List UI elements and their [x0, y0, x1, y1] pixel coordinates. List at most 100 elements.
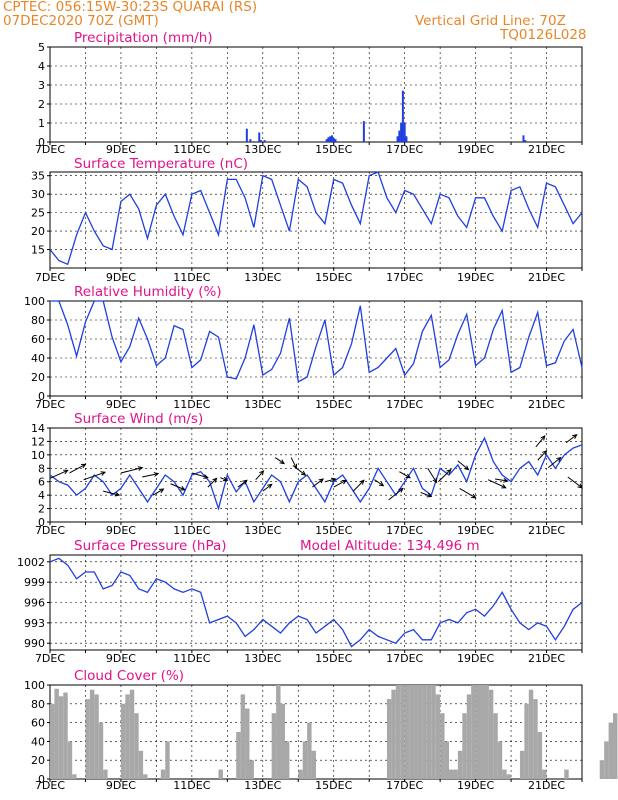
precipitation-bar [329, 136, 332, 142]
cloud-cover-bar [50, 703, 55, 779]
wind-arrow [262, 484, 272, 492]
cloud-cover-bar [386, 699, 392, 779]
wind-arrow-head [242, 479, 248, 485]
wind-arrow-head [542, 449, 548, 456]
cloud-cover-bar [471, 685, 476, 779]
wind-arrow-head [471, 493, 477, 499]
x-tick-label: 13DEC [244, 398, 281, 411]
wind-arrow-head [405, 473, 411, 479]
wind-arrow-head [158, 488, 165, 494]
wind-arrow [83, 471, 106, 481]
y-tick-label: 100 [24, 295, 45, 308]
x-tick-label: 17DEC [386, 143, 423, 156]
x-tick-label: 21DEC [528, 398, 565, 411]
x-tick-label: 7DEC [35, 524, 65, 537]
y-tick-label: 996 [24, 597, 45, 610]
plot-frame [49, 171, 583, 269]
x-tick-label: 9DEC [106, 143, 136, 156]
wind-arrow-head [137, 466, 144, 471]
cloud-cover-bar [307, 722, 312, 779]
x-tick-label: 19DEC [457, 524, 494, 537]
cloud-cover-bar [276, 685, 281, 779]
cloud-cover-bar [502, 769, 507, 779]
cloud-cover-bar [417, 685, 423, 779]
wind-arrow [352, 480, 365, 492]
model-code-header: TQ0126L028 [500, 27, 587, 43]
precipitation-bar [524, 140, 527, 142]
x-tick-label: 15DEC [315, 143, 352, 156]
cloud-cover-bar [488, 689, 494, 779]
cloud-cover-bar [391, 689, 396, 779]
cloud-cover-bar [54, 688, 59, 779]
wind-arrow-head [330, 477, 337, 483]
humidity-panel: 0 20 40 60 80 100 7DEC 9DEC 11DEC 13DEC 15DEC 17DEC… [24, 284, 583, 411]
precipitation-bar [327, 137, 330, 142]
y-tick-label: 40 [31, 735, 45, 748]
wind-arrow-head [267, 483, 273, 489]
wind-arrow-head [203, 474, 209, 479]
wind-arrow [333, 479, 347, 488]
cloud-cover-bar [143, 774, 148, 779]
y-tick-label: 14 [31, 422, 45, 435]
cloud-cover-bar [480, 685, 485, 779]
cloud-cover-bar [125, 694, 130, 779]
cloud-cover-bar [528, 689, 534, 779]
precipitation-bar [362, 121, 365, 142]
wind-arrow-head [446, 468, 452, 475]
cloud-cover-bar [453, 769, 458, 779]
model-altitude-label: Model Altitude: 134.496 m [300, 538, 480, 554]
x-tick-label: 21DEC [528, 271, 565, 284]
precipitation-bar [258, 132, 261, 142]
x-tick-label: 11DEC [173, 779, 210, 792]
cloud-cover-bar [466, 694, 472, 779]
cloud-cover-bar [564, 769, 569, 779]
cloud-cover-bar [519, 750, 525, 779]
x-tick-label: 21DEC [528, 524, 565, 537]
precipitation-bar [334, 139, 337, 142]
cloud-cover-bar [245, 708, 250, 779]
plot-frame [49, 46, 583, 143]
x-tick-label: 13DEC [244, 524, 281, 537]
x-tick-label: 19DEC [457, 398, 494, 411]
wind-arrow [459, 487, 476, 499]
x-tick-label: 11DEC [173, 652, 210, 665]
wind-arrow [565, 434, 577, 444]
cloud-cover-bar [475, 685, 481, 779]
x-tick-label: 9DEC [106, 652, 136, 665]
y-tick-label: 35 [31, 170, 45, 183]
temperature-line [49, 171, 583, 266]
y-tick-label: 2 [38, 503, 45, 516]
precipitation-bar [332, 138, 335, 142]
wind-arrow [438, 469, 452, 483]
wind-arrow-head [398, 487, 404, 493]
y-tick-label: 999 [24, 576, 45, 589]
wind-arrow-head [279, 459, 286, 465]
cloud-cover-bar [85, 699, 90, 779]
wind-arrow-head [464, 465, 470, 471]
wind-arrow-head [259, 470, 265, 476]
wind-arrow [495, 478, 508, 482]
cloud-cover-bar [311, 750, 316, 779]
y-tick-label: 0 [38, 516, 45, 529]
cloud-cover-bar [94, 694, 99, 779]
precipitation-bar [249, 139, 252, 142]
x-tick-label: 9DEC [106, 779, 136, 792]
precipitation-bar [263, 140, 266, 142]
precipitation-panel: 0 1 2 3 4 5 7DEC 9DEC 11DEC 13DEC 15DEC 17DEC 19DEC 2… [35, 30, 583, 156]
x-tick-label: 19DEC [457, 779, 494, 792]
y-tick-label: 4 [38, 60, 45, 73]
grid-line-header: Vertical Grid Line: 70Z [415, 13, 566, 29]
x-tick-label: 11DEC [173, 524, 210, 537]
cloud-cover-bar [409, 685, 414, 779]
wind-arrow [274, 457, 285, 464]
wind-arrow [324, 478, 336, 483]
x-tick-label: 7DEC [35, 779, 65, 792]
cloud-cover-bar [249, 760, 254, 779]
y-tick-label: 100 [24, 679, 45, 692]
cloud-cover-bar [240, 694, 246, 779]
precipitation-title: Precipitation (mm/h) [74, 30, 213, 46]
y-tick-label: 993 [24, 617, 45, 630]
cloud-cover-bar [298, 769, 303, 779]
y-tick-label: 4 [38, 489, 45, 502]
x-tick-label: 17DEC [386, 271, 423, 284]
